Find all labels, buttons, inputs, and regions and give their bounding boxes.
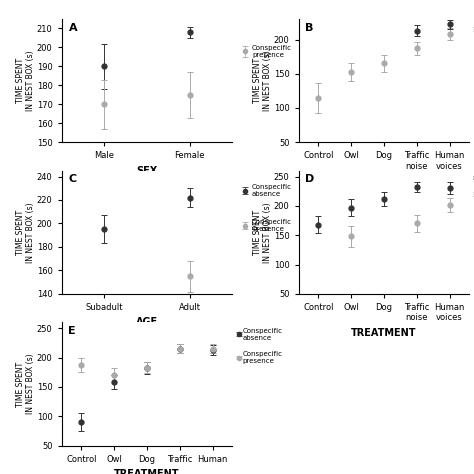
Y-axis label: TIME SPENT
IN NEST BOX (s): TIME SPENT IN NEST BOX (s) [253, 50, 273, 111]
X-axis label: AGE: AGE [136, 318, 158, 328]
Text: A: A [68, 23, 77, 33]
X-axis label: TREATMENT: TREATMENT [351, 328, 417, 338]
Text: Conspecific
absence: Conspecific absence [243, 328, 283, 340]
X-axis label: TREATMENT: TREATMENT [114, 469, 180, 474]
Y-axis label: TIME SPENT
IN NEST BOX (s): TIME SPENT IN NEST BOX (s) [16, 354, 36, 414]
X-axis label: SEX: SEX [137, 166, 157, 176]
Text: C: C [68, 174, 77, 184]
Text: B: B [305, 23, 314, 33]
Text: Conspecific
absence: Conspecific absence [252, 184, 292, 197]
Text: E: E [68, 326, 76, 336]
Text: D: D [305, 174, 315, 184]
Y-axis label: TIME SPENT
IN NEST BOX (s): TIME SPENT IN NEST BOX (s) [16, 50, 36, 111]
Text: Conspecific
presence: Conspecific presence [243, 351, 283, 364]
Y-axis label: TIME SPENT
IN NEST BOX (s): TIME SPENT IN NEST BOX (s) [16, 202, 36, 263]
X-axis label: TREATMENT: TREATMENT [351, 176, 417, 186]
Y-axis label: TIME SPENT
IN NEST BOX (s): TIME SPENT IN NEST BOX (s) [253, 202, 273, 263]
Text: Conspecific
presence: Conspecific presence [252, 219, 292, 232]
Text: Conspecific
presence: Conspecific presence [252, 45, 292, 58]
